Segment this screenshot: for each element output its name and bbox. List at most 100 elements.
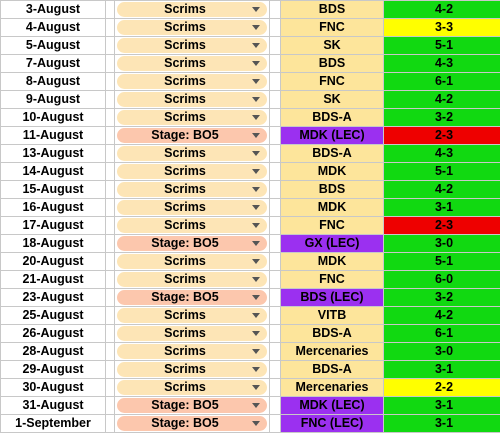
opponent-cell[interactable]: BDS-A — [280, 324, 384, 343]
type-dropdown-chip[interactable]: Scrims — [117, 164, 267, 179]
empty-cell[interactable] — [105, 90, 115, 109]
date-cell[interactable]: 11-August — [0, 126, 106, 145]
chevron-down-icon[interactable] — [252, 7, 260, 12]
score-cell[interactable]: 3-2 — [383, 108, 500, 127]
type-dropdown-chip[interactable]: Scrims — [117, 92, 267, 107]
empty-cell[interactable] — [269, 378, 281, 397]
opponent-cell[interactable]: BDS-A — [280, 144, 384, 163]
type-cell[interactable]: Scrims — [114, 252, 270, 271]
chevron-down-icon[interactable] — [252, 151, 260, 156]
empty-cell[interactable] — [105, 252, 115, 271]
empty-cell[interactable] — [105, 126, 115, 145]
type-cell[interactable]: Stage: BO5 — [114, 288, 270, 307]
type-cell[interactable]: Stage: BO5 — [114, 396, 270, 415]
empty-cell[interactable] — [269, 216, 281, 235]
type-dropdown-chip[interactable]: Scrims — [117, 380, 267, 395]
type-cell[interactable]: Scrims — [114, 198, 270, 217]
opponent-cell[interactable]: BDS (LEC) — [280, 288, 384, 307]
chevron-down-icon[interactable] — [252, 295, 260, 300]
opponent-cell[interactable]: FNC — [280, 72, 384, 91]
score-cell[interactable]: 3-2 — [383, 288, 500, 307]
date-cell[interactable]: 16-August — [0, 198, 106, 217]
type-cell[interactable]: Scrims — [114, 342, 270, 361]
opponent-cell[interactable]: FNC — [280, 18, 384, 37]
score-cell[interactable]: 5-1 — [383, 36, 500, 55]
date-cell[interactable]: 13-August — [0, 144, 106, 163]
opponent-cell[interactable]: FNC — [280, 270, 384, 289]
empty-cell[interactable] — [269, 342, 281, 361]
chevron-down-icon[interactable] — [252, 133, 260, 138]
type-dropdown-chip[interactable]: Scrims — [117, 308, 267, 323]
chevron-down-icon[interactable] — [252, 223, 260, 228]
score-cell[interactable]: 3-1 — [383, 198, 500, 217]
opponent-cell[interactable]: SK — [280, 36, 384, 55]
empty-cell[interactable] — [269, 414, 281, 433]
type-dropdown-chip[interactable]: Scrims — [117, 326, 267, 341]
empty-cell[interactable] — [269, 360, 281, 379]
empty-cell[interactable] — [105, 288, 115, 307]
type-cell[interactable]: Scrims — [114, 270, 270, 289]
score-cell[interactable]: 5-1 — [383, 162, 500, 181]
opponent-cell[interactable]: BDS — [280, 180, 384, 199]
opponent-cell[interactable]: MDK — [280, 162, 384, 181]
type-dropdown-chip[interactable]: Scrims — [117, 56, 267, 71]
date-cell[interactable]: 20-August — [0, 252, 106, 271]
type-cell[interactable]: Scrims — [114, 360, 270, 379]
type-dropdown-chip[interactable]: Scrims — [117, 272, 267, 287]
empty-cell[interactable] — [269, 324, 281, 343]
empty-cell[interactable] — [269, 180, 281, 199]
score-cell[interactable]: 6-1 — [383, 324, 500, 343]
type-dropdown-chip[interactable]: Stage: BO5 — [117, 290, 267, 305]
opponent-cell[interactable]: FNC (LEC) — [280, 414, 384, 433]
date-cell[interactable]: 28-August — [0, 342, 106, 361]
opponent-cell[interactable]: BDS-A — [280, 360, 384, 379]
type-cell[interactable]: Scrims — [114, 36, 270, 55]
empty-cell[interactable] — [105, 342, 115, 361]
date-cell[interactable]: 1-September — [0, 414, 106, 433]
date-cell[interactable]: 3-August — [0, 0, 106, 19]
date-cell[interactable]: 23-August — [0, 288, 106, 307]
empty-cell[interactable] — [269, 396, 281, 415]
score-cell[interactable]: 4-2 — [383, 90, 500, 109]
score-cell[interactable]: 2-3 — [383, 126, 500, 145]
score-cell[interactable]: 5-1 — [383, 252, 500, 271]
type-cell[interactable]: Scrims — [114, 90, 270, 109]
type-dropdown-chip[interactable]: Scrims — [117, 200, 267, 215]
chevron-down-icon[interactable] — [252, 331, 260, 336]
empty-cell[interactable] — [269, 288, 281, 307]
chevron-down-icon[interactable] — [252, 169, 260, 174]
empty-cell[interactable] — [105, 324, 115, 343]
type-dropdown-chip[interactable]: Scrims — [117, 344, 267, 359]
date-cell[interactable]: 29-August — [0, 360, 106, 379]
type-dropdown-chip[interactable]: Scrims — [117, 362, 267, 377]
chevron-down-icon[interactable] — [252, 385, 260, 390]
type-cell[interactable]: Scrims — [114, 0, 270, 19]
score-cell[interactable]: 2-2 — [383, 378, 500, 397]
chevron-down-icon[interactable] — [252, 97, 260, 102]
date-cell[interactable]: 8-August — [0, 72, 106, 91]
type-cell[interactable]: Scrims — [114, 108, 270, 127]
chevron-down-icon[interactable] — [252, 115, 260, 120]
score-cell[interactable]: 4-3 — [383, 144, 500, 163]
empty-cell[interactable] — [105, 18, 115, 37]
type-cell[interactable]: Stage: BO5 — [114, 414, 270, 433]
empty-cell[interactable] — [105, 234, 115, 253]
opponent-cell[interactable]: BDS-A — [280, 108, 384, 127]
opponent-cell[interactable]: VITB — [280, 306, 384, 325]
empty-cell[interactable] — [269, 0, 281, 19]
empty-cell[interactable] — [105, 396, 115, 415]
empty-cell[interactable] — [105, 72, 115, 91]
empty-cell[interactable] — [105, 0, 115, 19]
chevron-down-icon[interactable] — [252, 349, 260, 354]
empty-cell[interactable] — [269, 144, 281, 163]
empty-cell[interactable] — [269, 108, 281, 127]
chevron-down-icon[interactable] — [252, 187, 260, 192]
empty-cell[interactable] — [105, 54, 115, 73]
opponent-cell[interactable]: MDK (LEC) — [280, 126, 384, 145]
date-cell[interactable]: 7-August — [0, 54, 106, 73]
opponent-cell[interactable]: Mercenaries — [280, 342, 384, 361]
score-cell[interactable]: 4-2 — [383, 0, 500, 19]
type-cell[interactable]: Scrims — [114, 144, 270, 163]
empty-cell[interactable] — [269, 90, 281, 109]
opponent-cell[interactable]: Mercenaries — [280, 378, 384, 397]
